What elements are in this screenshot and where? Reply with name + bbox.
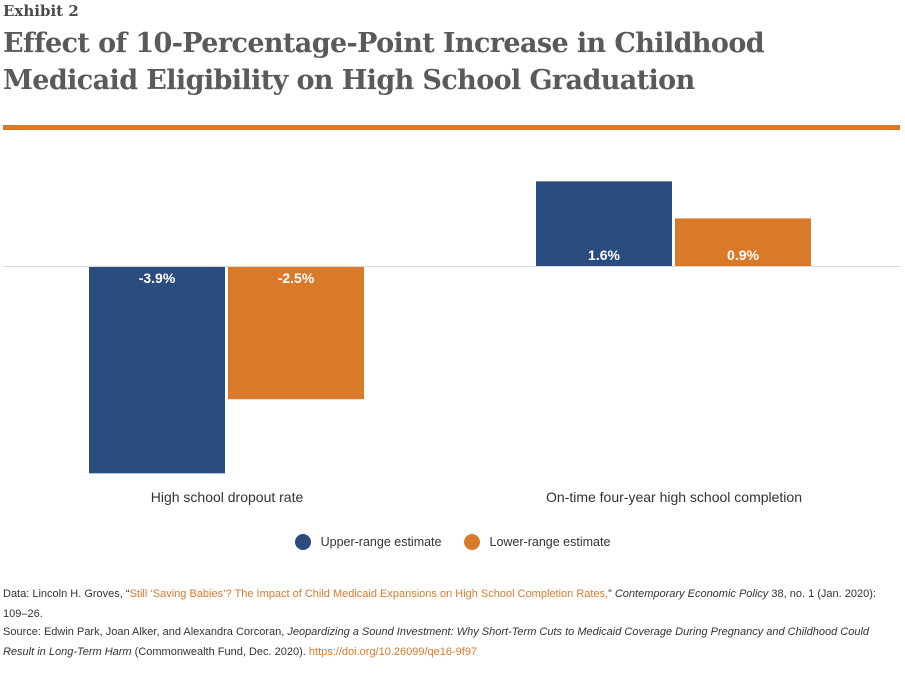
legend-item-lower: Lower-range estimate — [463, 534, 611, 550]
bar-value-label-lower-0: -2.5% — [278, 270, 315, 286]
data-note: Data: Lincoln H. Groves, “Still ‘Saving … — [3, 584, 900, 624]
exhibit-label: Exhibit 2 — [3, 2, 79, 20]
legend-label-lower: Lower-range estimate — [489, 535, 611, 549]
source-note-title: Jeopardizing a Sound Investment: Why Sho… — [3, 626, 870, 658]
legend-label-upper: Upper-range estimate — [320, 535, 442, 549]
source-note-link[interactable]: https://doi.org/10.26099/qe16-9f97 — [308, 646, 478, 658]
legend-item-upper: Upper-range estimate — [294, 534, 442, 550]
data-note-link[interactable]: Still ‘Saving Babies’? The Impact of Chi… — [129, 588, 609, 600]
bar-chart: -3.9% -2.5% High school dropout rate 1.6% 0.… — [3, 181, 900, 505]
bar-upper-0 — [89, 267, 225, 474]
bar-upper-1 — [536, 181, 672, 266]
title-rule — [3, 125, 900, 130]
bar-lower-0 — [228, 267, 364, 400]
source-note-prefix: Source: Edwin Park, Joan Alker, and Alex… — [3, 626, 288, 638]
data-note-suffix: 38, no. 1 (Jan. 2020): 109–26. — [3, 588, 876, 620]
source-note-mid: (Commonwealth Fund, Dec. 2020). — [131, 646, 309, 658]
legend-swatch-upper — [294, 534, 311, 550]
category-label-1: On-time four-year high school completion — [546, 489, 802, 505]
bars-group — [89, 181, 811, 474]
bar-value-label-upper-1: 1.6% — [588, 247, 620, 263]
labels-group: -3.9% -2.5% High school dropout rate 1.6% 0.… — [139, 247, 802, 505]
data-note-prefix: Data: Lincoln H. Groves, “ — [3, 588, 130, 600]
chart-title: Effect of 10-Percentage-Point Increase i… — [3, 28, 765, 96]
legend-swatch-lower — [463, 534, 480, 550]
source-note: Source: Edwin Park, Joan Alker, and Alex… — [3, 622, 900, 662]
bar-lower-1 — [675, 218, 811, 266]
legend: Upper-range estimate Lower-range estimat… — [0, 534, 905, 550]
bar-value-label-lower-1: 0.9% — [727, 247, 759, 263]
data-note-journal: Contemporary Economic Policy — [614, 588, 769, 600]
bar-value-label-upper-0: -3.9% — [139, 270, 176, 286]
data-note-mid: ” — [608, 588, 615, 600]
category-label-0: High school dropout rate — [151, 489, 304, 505]
